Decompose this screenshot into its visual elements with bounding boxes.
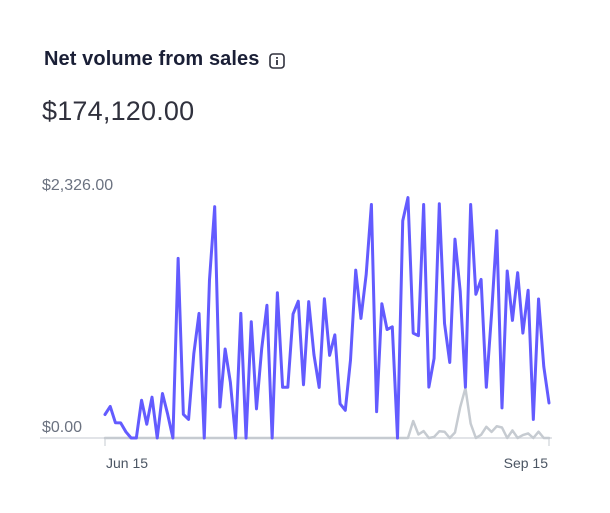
net-volume-total: $174,120.00 [42,96,195,126]
widget-header: Net volume from sales [44,48,285,71]
y-tick-label-zero: $0.00 [42,419,82,436]
info-icon[interactable] [268,52,285,69]
x-tick-label-start: Jun 15 [106,455,148,471]
series-layer [103,196,551,440]
x-tick-label-end: Sep 15 [504,455,549,471]
series-line-current-period [103,196,551,440]
widget-title: Net volume from sales [44,48,260,70]
series-line-previous-period [103,386,551,440]
y-tick-label-max: $2,326.00 [42,177,113,194]
